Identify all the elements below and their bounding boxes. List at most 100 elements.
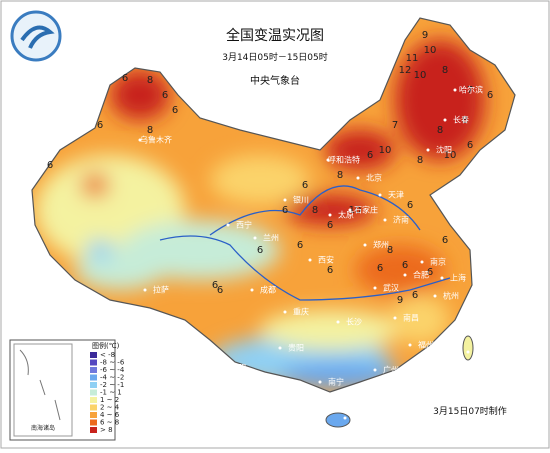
station-value: 6 [327, 265, 333, 276]
city-label: 海口 [353, 413, 369, 423]
city-dot [373, 286, 377, 290]
station-value: 7 [392, 120, 398, 131]
station-value: 6 [327, 220, 333, 231]
city-dot [383, 218, 387, 222]
station-value: 8 [337, 170, 343, 181]
legend-label: -4 ~ -2 [100, 374, 124, 382]
hainan [325, 412, 351, 428]
legend-swatch [90, 412, 97, 418]
station-value: 6 [302, 180, 308, 191]
city-dot [408, 343, 412, 347]
legend-label: > 8 [100, 426, 113, 434]
city-label: 杭州 [443, 291, 459, 301]
station-value: 11 [406, 53, 419, 64]
city-label: 福州 [418, 341, 434, 350]
station-value: 6 [402, 260, 408, 271]
city-label: 昆明 [230, 364, 246, 373]
legend-label: < -8 [100, 351, 115, 359]
city-label: 重庆 [293, 307, 309, 317]
city-dot [283, 198, 287, 202]
legend-swatch [90, 419, 97, 426]
city-label: 石家庄 [354, 205, 378, 215]
station-value: 6 [377, 263, 383, 274]
city-dot [278, 346, 282, 350]
station-value: 6 [297, 240, 303, 251]
legend-swatch [90, 352, 97, 358]
city-label: 兰州 [263, 233, 279, 243]
subtitle: 3月14日05时－15日05时 [222, 51, 328, 63]
city-dot [283, 310, 287, 314]
city-label: 南宁 [328, 377, 344, 387]
legend-swatch [90, 427, 97, 433]
legend-label: 4 ~ 6 [100, 411, 120, 419]
station-value: 10 [349, 205, 362, 216]
city-label: 成都 [260, 285, 276, 295]
station-value: 6 [467, 140, 473, 151]
legend-label: -8 ~ -6 [100, 359, 125, 367]
station-value: 6 [427, 267, 433, 278]
city-label: 太原 [338, 210, 354, 220]
city-label: 澳门 [368, 393, 384, 403]
city-dot [453, 88, 457, 92]
station-value: 8 [462, 115, 468, 126]
legend-label: -6 ~ -4 [100, 366, 125, 374]
city-label: 拉萨 [153, 285, 169, 295]
city-dot [220, 366, 224, 370]
city-label: 济南 [393, 215, 409, 225]
station-value: 6 [217, 285, 223, 296]
city-dot [318, 380, 322, 384]
city-dot [328, 213, 332, 217]
legend-swatch [90, 397, 97, 403]
station-value: 8 [417, 155, 423, 166]
station-value: 7 [467, 85, 473, 96]
station-value: 6 [47, 160, 53, 171]
river [159, 235, 451, 301]
city-label: 银川 [293, 195, 309, 205]
station-value: 10 [444, 150, 457, 161]
station-value: 6 [487, 90, 493, 101]
legend-swatch [90, 374, 97, 381]
station-value: 10 [424, 45, 437, 56]
city-dot [383, 391, 387, 395]
legend-swatch [90, 359, 97, 366]
city-label: 天津 [388, 190, 404, 200]
station-value: 10 [414, 70, 427, 81]
station-value: 9 [422, 30, 428, 41]
footer: 3月15日07时制作 [433, 405, 507, 417]
city-label: 沈阳 [436, 145, 452, 155]
station-value: 8 [147, 75, 153, 86]
city-dot [348, 208, 352, 212]
city-dot [358, 396, 362, 400]
station-value: 6 [172, 105, 178, 116]
city-label: 台北 [476, 347, 492, 357]
station-value: 6 [212, 280, 218, 291]
logo [10, 10, 62, 62]
legend-title: 图例(℃) [92, 341, 120, 350]
title: 全国变温实况图 [226, 27, 324, 44]
city-label: 香港 [393, 388, 409, 398]
agency: 中央气象台 [250, 74, 300, 87]
city-dot [393, 316, 397, 320]
city-dot [378, 193, 382, 197]
city-label: 贵阳 [288, 343, 304, 353]
city-label: 长春 [453, 115, 469, 125]
city-dot [308, 258, 312, 262]
station-value: 6 [122, 73, 128, 84]
station-value: 8 [387, 245, 393, 256]
city-label: 长沙 [346, 317, 362, 327]
station-value: 10 [379, 145, 392, 156]
station-value: 6 [257, 245, 263, 256]
city-label: 呼和浩特 [328, 155, 360, 165]
legend-label: 2 ~ 4 [100, 404, 120, 412]
legend-label: -2 ~ -1 [100, 381, 124, 389]
city-dot [343, 416, 347, 420]
station-value: 6 [97, 120, 103, 131]
station-value: 8 [312, 205, 318, 216]
legend-label: 6 ~ 8 [100, 419, 119, 427]
inset-coast [19, 349, 61, 421]
city-label: 南京 [430, 257, 446, 267]
city-dot [426, 148, 430, 152]
river [209, 185, 421, 236]
